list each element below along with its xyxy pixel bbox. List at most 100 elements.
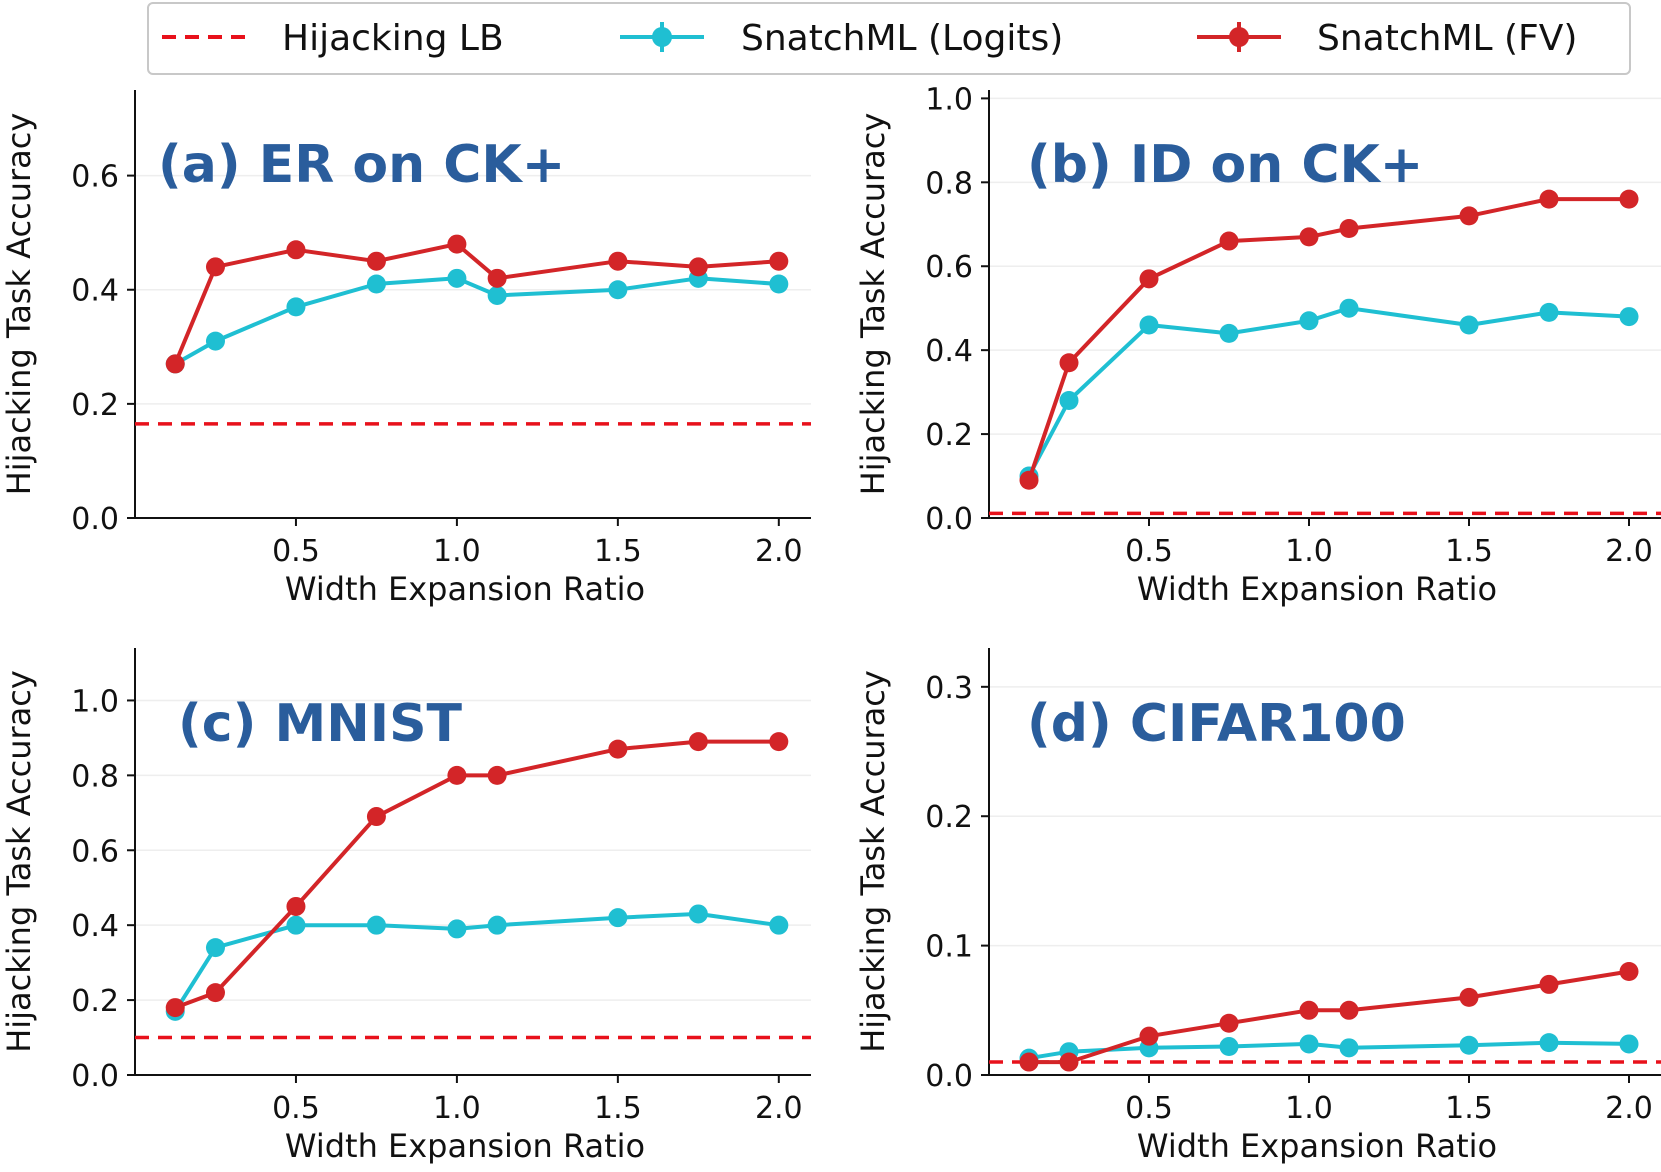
data-point-logits (1299, 311, 1319, 331)
x-axis-label: Width Expansion Ratio (1137, 1127, 1497, 1165)
data-point-logits (1619, 1034, 1639, 1054)
x-tick-label: 1.0 (433, 534, 481, 569)
panels: 0.0 0.2 0.4 0.6 0.5 1.0 1.5 2.0 Width Expansion … (0, 82, 1661, 1165)
data-point-fv (1059, 1052, 1079, 1072)
legend-marker-snatchml-logits (652, 27, 672, 47)
panel-c: 0.0 0.2 0.4 0.6 0.8 1.0 0.5 1.0 1.5 2.0 Width Expa… (0, 648, 811, 1165)
y-tick-label: 0.6 (71, 834, 119, 869)
data-point-fv (1019, 470, 1039, 490)
data-point-fv (1619, 961, 1639, 981)
x-axis-label: Width Expansion Ratio (285, 1127, 645, 1165)
data-point-logits (447, 919, 467, 939)
y-tick-label: 0.6 (925, 250, 973, 285)
y-tick-label: 0.6 (71, 160, 119, 195)
x-tick-label: 1.5 (1445, 534, 1493, 569)
data-point-logits (1459, 1035, 1479, 1055)
y-tick-label: 0.0 (71, 502, 119, 537)
data-point-logits (205, 938, 225, 958)
series-line-fv (1027, 197, 1629, 481)
y-tick-label: 0.2 (925, 800, 973, 835)
data-point-logits (205, 331, 225, 351)
data-point-logits (1219, 323, 1239, 343)
x-tick-label: 2.0 (755, 1091, 803, 1126)
data-point-fv (205, 257, 225, 277)
x-tick-label: 0.5 (272, 1091, 320, 1126)
data-point-logits (1059, 391, 1079, 411)
x-tick-label: 0.5 (272, 534, 320, 569)
data-point-logits (487, 915, 507, 935)
data-point-fv (487, 268, 507, 288)
y-tick-label: 0.0 (71, 1059, 119, 1094)
data-point-fv (769, 251, 789, 271)
y-tick-label: 0.1 (925, 930, 973, 965)
panel-title: (a) ER on CK+ (158, 135, 565, 195)
x-tick-label: 1.0 (1285, 1091, 1333, 1126)
data-point-fv (688, 257, 708, 277)
data-point-logits (769, 274, 789, 294)
data-point-logits (769, 915, 789, 935)
data-point-fv (1219, 1013, 1239, 1033)
data-point-fv (1019, 1052, 1039, 1072)
legend-frame (147, 2, 1631, 75)
legend-label-hijacking-lb: Hijacking LB (282, 18, 504, 59)
data-point-fv (1219, 231, 1239, 251)
y-tick-label: 0.3 (925, 671, 973, 706)
data-point-logits (688, 904, 708, 924)
y-tick-label: 0.8 (925, 166, 973, 201)
data-point-fv (608, 739, 628, 759)
series-line-fv (174, 739, 779, 1010)
data-point-logits (608, 280, 628, 300)
series-fv (165, 732, 789, 1018)
series-line-logits (173, 911, 780, 1013)
y-tick-label: 0.2 (925, 418, 973, 453)
series-fv (165, 234, 789, 374)
data-point-logits (608, 908, 628, 928)
panel-a: 0.0 0.2 0.4 0.6 0.5 1.0 1.5 2.0 Width Expansion … (0, 90, 811, 608)
data-point-fv (165, 998, 185, 1018)
data-point-fv (447, 765, 467, 785)
x-tick-label: 2.0 (1605, 1091, 1653, 1126)
panel-b: 0.0 0.2 0.4 0.6 0.8 1.0 0.5 1.0 1.5 2.0 Width Expa… (854, 82, 1661, 608)
x-axis-label: Width Expansion Ratio (285, 570, 645, 608)
data-point-fv (769, 732, 789, 752)
x-tick-label: 1.5 (594, 1091, 642, 1126)
data-point-fv (1059, 353, 1079, 373)
data-point-fv (366, 251, 386, 271)
data-point-logits (366, 274, 386, 294)
data-point-fv (1459, 206, 1479, 226)
data-point-fv (1619, 189, 1639, 209)
data-point-logits (487, 285, 507, 305)
data-point-fv (1539, 974, 1559, 994)
data-point-logits (1539, 1033, 1559, 1053)
x-tick-label: 1.0 (433, 1091, 481, 1126)
data-point-fv (165, 354, 185, 374)
data-point-fv (487, 765, 507, 785)
panel-title: (d) CIFAR100 (1027, 694, 1406, 754)
x-tick-label: 0.5 (1125, 534, 1173, 569)
data-point-fv (1339, 218, 1359, 238)
y-axis-label: Hijacking Task Accuracy (0, 670, 38, 1053)
x-tick-label: 1.5 (594, 534, 642, 569)
series-line-logits (174, 276, 779, 366)
panel-title: (c) MNIST (178, 694, 463, 754)
data-point-fv (366, 807, 386, 827)
data-point-fv (286, 896, 306, 916)
data-point-fv (1139, 269, 1159, 289)
y-tick-label: 0.0 (925, 1059, 973, 1094)
x-axis-label: Width Expansion Ratio (1137, 570, 1497, 608)
series-fv (1019, 961, 1639, 1072)
x-tick-label: 2.0 (755, 534, 803, 569)
data-point-fv (447, 234, 467, 254)
y-tick-label: 1.0 (71, 684, 119, 719)
data-point-logits (286, 297, 306, 317)
data-point-logits (366, 915, 386, 935)
panel-title: (b) ID on CK+ (1027, 135, 1423, 195)
data-point-logits (1139, 315, 1159, 335)
data-point-logits (286, 915, 306, 935)
y-tick-label: 0.2 (71, 984, 119, 1019)
series-logits (1019, 298, 1639, 486)
series-fv (1019, 189, 1639, 490)
data-point-fv (688, 732, 708, 752)
data-point-logits (1539, 302, 1559, 322)
